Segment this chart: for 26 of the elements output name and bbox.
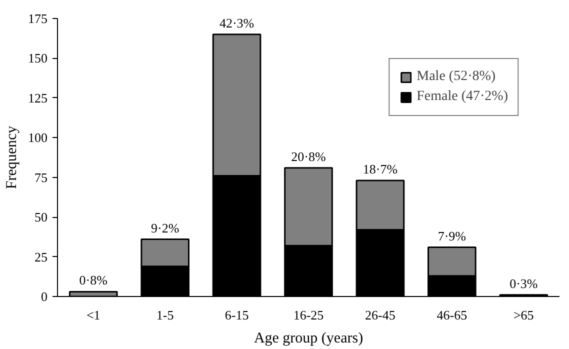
- y-axis-title: Frequency: [4, 125, 20, 190]
- legend-label: Male (52·8%): [416, 69, 496, 85]
- total-label: 0·8%: [79, 272, 108, 288]
- total-label: 20·8%: [291, 148, 326, 164]
- y-tick-label: 100: [28, 130, 48, 146]
- y-tick-label: 125: [28, 90, 48, 106]
- total-label: 42·3%: [219, 15, 254, 30]
- x-axis-title: Age group (years): [254, 330, 364, 346]
- y-tick-label: 0: [41, 289, 48, 304]
- x-tick-label: 16-25: [293, 308, 324, 322]
- total-label: 9·2%: [150, 220, 180, 236]
- y-tick-label: 175: [28, 11, 48, 26]
- total-label: 0·3%: [510, 276, 538, 291]
- total-label: 18·7%: [362, 162, 398, 177]
- x-tick-label: <1: [86, 308, 100, 322]
- x-tick-label: 26-45: [365, 308, 396, 322]
- y-tick-label: 150: [28, 50, 48, 66]
- x-tick-label: 46-65: [436, 308, 468, 322]
- x-tick-label: 1-5: [156, 308, 174, 322]
- x-tick-label: >65: [513, 308, 534, 322]
- total-label: 7·9%: [438, 228, 466, 244]
- y-tick-label: 25: [34, 249, 48, 264]
- x-tick-label: 6-15: [224, 308, 249, 322]
- y-tick-label: 50: [34, 210, 48, 225]
- y-tick-label: 75: [34, 170, 48, 185]
- legend-label: Female (47·2%): [416, 89, 508, 105]
